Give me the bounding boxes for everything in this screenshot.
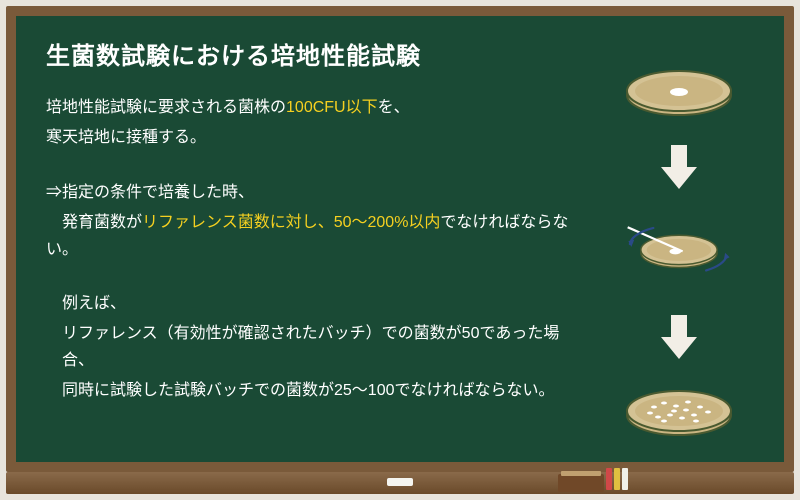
petri-dish-colonies	[624, 385, 734, 437]
p1-highlight: 100CFU以下	[286, 99, 378, 116]
p4a: 発育菌数が	[46, 214, 142, 231]
paragraph-7: 同時に試験した試験バッチでの菌数が25～100でなければならない。	[46, 378, 586, 404]
paragraph-1: 培地性能試験に要求される菌株の100CFU以下を、	[46, 95, 586, 121]
p4-highlight: リファレンス菌数に対し、50～200%以内	[142, 214, 440, 231]
paragraph-2: 寒天培地に接種する。	[46, 125, 586, 151]
petri-dish-spread	[624, 225, 734, 277]
paragraph-5: 例えば、	[46, 291, 586, 317]
text-area: 培地性能試験に要求される菌株の100CFU以下を、 寒天培地に接種する。 ⇒指定…	[46, 95, 586, 409]
p1b: を、	[378, 99, 410, 116]
p1a: 培地性能試験に要求される菌株の	[46, 99, 286, 116]
content-area: 培地性能試験に要求される菌株の100CFU以下を、 寒天培地に接種する。 ⇒指定…	[46, 95, 754, 475]
arrow-down-icon	[661, 145, 697, 189]
paragraph-6: リファレンス（有効性が確認されたバッチ）での菌数が50であった場合、	[46, 321, 586, 374]
paragraph-4: 発育菌数がリファレンス菌数に対し、50～200%以内でなければならない。	[46, 210, 586, 263]
arrow-down-icon	[661, 315, 697, 359]
chalk-white-icon	[387, 478, 413, 486]
chalk-holder-icon	[606, 474, 654, 494]
petri-dish-inoculate	[624, 65, 734, 117]
eraser-icon	[558, 474, 604, 492]
diagram-column	[594, 65, 764, 485]
chalkboard: 生菌数試験における培地性能試験 培地性能試験に要求される菌株の100CFU以下を…	[6, 6, 794, 472]
paragraph-3: ⇒指定の条件で培養した時、	[46, 180, 586, 206]
chalk-ledge	[6, 472, 794, 494]
